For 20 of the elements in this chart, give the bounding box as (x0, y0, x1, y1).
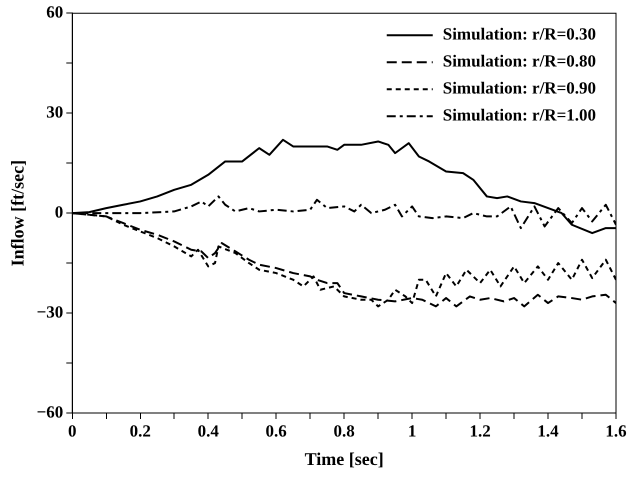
x-axis-title: Time [sec] (304, 448, 384, 469)
x-tick-label: 0.8 (334, 422, 355, 441)
y-axis-title: Inflow [ft/sec] (7, 160, 28, 266)
x-tick-label: 1.6 (605, 422, 627, 441)
x-tick-label: 0 (68, 422, 77, 441)
x-tick-label: 1.4 (537, 422, 560, 441)
y-tick-label: −60 (36, 402, 64, 422)
y-tick-label: 0 (54, 202, 64, 222)
legend-label: Simulation: r/R=1.00 (442, 106, 596, 125)
x-tick-label: 0.2 (130, 422, 151, 441)
legend-label: Simulation: r/R=0.80 (442, 52, 596, 71)
y-tick-label: 30 (46, 102, 64, 122)
x-tick-label: 1 (408, 422, 416, 441)
legend-label: Simulation: r/R=0.90 (442, 78, 596, 98)
legend-label: Simulation: r/R=0.30 (442, 24, 596, 44)
x-tick-label: 1.2 (469, 422, 491, 441)
y-tick-label: 60 (46, 2, 64, 22)
x-tick-label: 0.4 (198, 422, 220, 441)
x-tick-label: 0.6 (266, 422, 287, 441)
y-tick-label: −30 (36, 302, 64, 322)
